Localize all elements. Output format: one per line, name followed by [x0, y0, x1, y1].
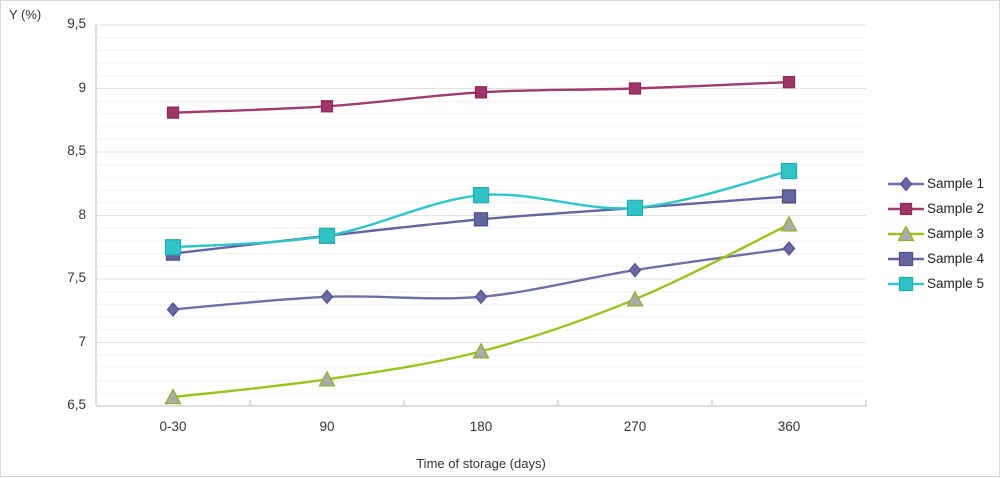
legend-label: Sample 4 — [927, 251, 985, 266]
legend-label: Sample 1 — [927, 176, 985, 191]
y-tick-label: 8 — [78, 206, 86, 222]
legend-marker-sample-1-diamond-icon — [887, 175, 925, 192]
x-tick-label: 0-30 — [159, 419, 187, 434]
x-tick-label: 270 — [623, 419, 647, 434]
legend-label: Sample 2 — [927, 201, 985, 216]
legend-item-sample-1: Sample 1 — [887, 171, 984, 196]
series-sample-3 — [164, 215, 798, 405]
legend-marker-sample-3-triangle-icon — [887, 224, 925, 242]
series-sample-2 — [166, 76, 796, 119]
y-tick-label: 8,5 — [67, 143, 86, 158]
y-tick-label: 9 — [78, 79, 86, 95]
legend-item-sample-5: Sample 5 — [887, 271, 984, 296]
legend-marker-sample-2-square-icon — [887, 201, 925, 217]
legend-label: Sample 5 — [927, 276, 985, 291]
y-tick-label: 9,5 — [67, 16, 86, 31]
series-sample-5 — [164, 162, 798, 256]
y-tick-label: 6,5 — [67, 397, 86, 412]
y-tick-label: 7 — [78, 333, 86, 349]
x-tick-label: 360 — [777, 419, 801, 434]
legend-marker-sample-5-square-icon — [887, 276, 925, 292]
legend: Sample 1 Sample 2 Sample 3 Sample 4 Samp… — [887, 171, 984, 296]
legend-item-sample-4: Sample 4 — [887, 246, 984, 271]
x-tick-label: 180 — [469, 419, 493, 434]
legend-label: Sample 3 — [927, 226, 985, 241]
legend-marker-sample-4-square-icon — [887, 251, 925, 267]
x-axis-title: Time of storage (days) — [416, 456, 546, 471]
y-tick-label: 7,5 — [67, 270, 86, 285]
y-axis-title: Y (%) — [9, 7, 42, 22]
legend-item-sample-2: Sample 2 — [887, 196, 984, 221]
series-sample-1 — [166, 241, 796, 317]
x-tick-label: 90 — [319, 419, 335, 434]
legend-item-sample-3: Sample 3 — [887, 221, 984, 246]
